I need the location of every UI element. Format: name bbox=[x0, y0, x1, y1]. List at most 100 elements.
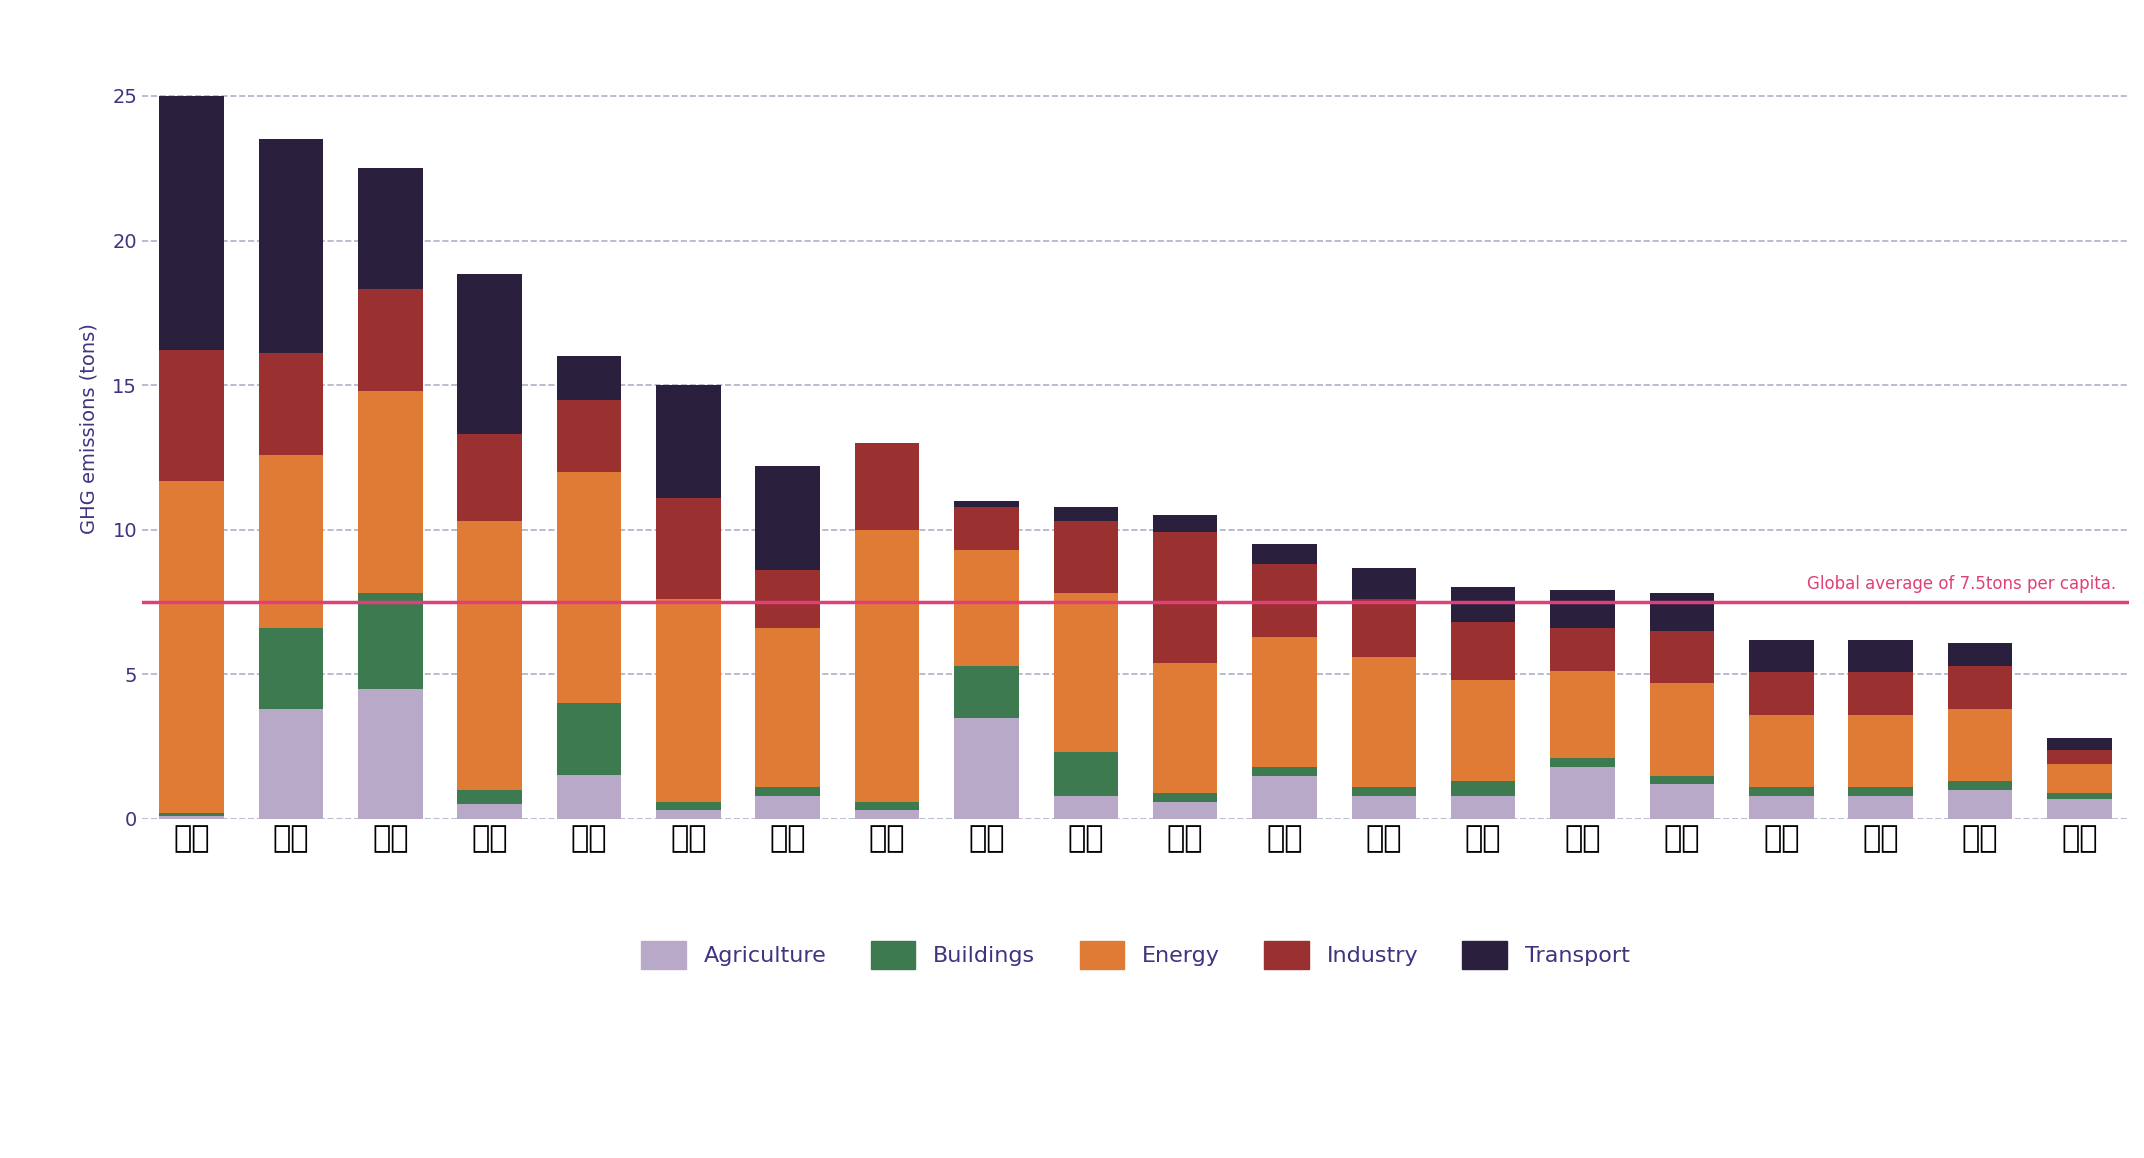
Bar bbox=[358, 593, 422, 689]
Bar bbox=[656, 498, 720, 599]
Bar bbox=[656, 801, 720, 811]
Bar bbox=[1750, 787, 1814, 796]
Bar bbox=[557, 703, 622, 776]
Y-axis label: GHG emissions (tons): GHG emissions (tons) bbox=[79, 323, 99, 534]
Bar bbox=[1451, 680, 1516, 782]
Bar bbox=[159, 816, 223, 819]
Bar bbox=[259, 353, 324, 455]
Bar bbox=[1351, 600, 1417, 658]
Bar bbox=[1550, 758, 1614, 767]
Bar bbox=[159, 96, 223, 351]
Bar bbox=[1252, 637, 1316, 767]
Bar bbox=[1947, 790, 2013, 819]
Bar bbox=[1252, 564, 1316, 637]
Bar bbox=[1649, 593, 1715, 631]
Bar bbox=[259, 139, 324, 353]
Bar bbox=[1947, 782, 2013, 790]
Bar bbox=[855, 811, 920, 819]
Bar bbox=[1947, 666, 2013, 709]
Bar bbox=[1848, 787, 1912, 796]
Bar bbox=[755, 628, 819, 787]
Bar bbox=[1848, 672, 1912, 714]
Bar bbox=[656, 386, 720, 498]
Bar bbox=[358, 689, 422, 819]
Bar bbox=[2048, 738, 2112, 749]
Bar bbox=[557, 472, 622, 703]
Bar bbox=[755, 570, 819, 628]
Bar bbox=[755, 796, 819, 819]
Bar bbox=[1750, 672, 1814, 714]
Bar bbox=[1351, 796, 1417, 819]
Bar bbox=[855, 801, 920, 811]
Bar bbox=[1053, 594, 1117, 753]
Bar bbox=[1451, 782, 1516, 796]
Text: Global average of 7.5tons per capita.: Global average of 7.5tons per capita. bbox=[1807, 576, 2116, 593]
Bar bbox=[1550, 591, 1614, 628]
Bar bbox=[1153, 515, 1218, 533]
Bar bbox=[1750, 714, 1814, 787]
Bar bbox=[1550, 628, 1614, 672]
Bar bbox=[1252, 776, 1316, 819]
Bar bbox=[1848, 796, 1912, 819]
Bar bbox=[1451, 796, 1516, 819]
Bar bbox=[1053, 753, 1117, 796]
Bar bbox=[1351, 567, 1417, 600]
Bar bbox=[1550, 672, 1614, 758]
Bar bbox=[1053, 507, 1117, 521]
Bar bbox=[855, 444, 920, 530]
Bar bbox=[1252, 767, 1316, 776]
Bar bbox=[1351, 658, 1417, 787]
Bar bbox=[1153, 801, 1218, 819]
Bar bbox=[1153, 533, 1218, 662]
Bar bbox=[2048, 793, 2112, 799]
Bar bbox=[1649, 631, 1715, 683]
Bar bbox=[1053, 521, 1117, 594]
Bar bbox=[1351, 787, 1417, 796]
Bar bbox=[1750, 796, 1814, 819]
Bar bbox=[1649, 776, 1715, 784]
Bar bbox=[1252, 544, 1316, 564]
Bar bbox=[954, 666, 1018, 718]
Bar bbox=[1153, 662, 1218, 793]
Bar bbox=[656, 811, 720, 819]
Bar bbox=[159, 481, 223, 813]
Bar bbox=[358, 290, 422, 391]
Bar bbox=[2048, 799, 2112, 819]
Bar bbox=[457, 520, 521, 790]
Bar bbox=[1947, 709, 2013, 782]
Bar bbox=[457, 805, 521, 819]
Legend: Agriculture, Buildings, Energy, Industry, Transport: Agriculture, Buildings, Energy, Industry… bbox=[630, 930, 1640, 980]
Bar bbox=[656, 599, 720, 801]
Bar bbox=[259, 628, 324, 709]
Bar bbox=[954, 506, 1018, 550]
Bar bbox=[1649, 683, 1715, 776]
Bar bbox=[954, 550, 1018, 666]
Bar bbox=[1947, 643, 2013, 666]
Bar bbox=[755, 787, 819, 796]
Bar bbox=[1451, 622, 1516, 680]
Bar bbox=[1550, 767, 1614, 819]
Bar bbox=[457, 433, 521, 520]
Bar bbox=[1451, 587, 1516, 622]
Bar bbox=[1848, 640, 1912, 672]
Bar bbox=[1053, 796, 1117, 819]
Bar bbox=[954, 718, 1018, 819]
Bar bbox=[159, 813, 223, 816]
Bar bbox=[457, 790, 521, 805]
Bar bbox=[1848, 714, 1912, 787]
Bar bbox=[259, 455, 324, 628]
Bar bbox=[159, 351, 223, 481]
Bar bbox=[2048, 764, 2112, 793]
Bar bbox=[259, 709, 324, 819]
Bar bbox=[2048, 749, 2112, 764]
Bar bbox=[557, 357, 622, 400]
Bar bbox=[557, 400, 622, 472]
Bar bbox=[1750, 640, 1814, 672]
Bar bbox=[755, 466, 819, 570]
Bar bbox=[1649, 784, 1715, 819]
Bar bbox=[358, 168, 422, 290]
Bar bbox=[557, 776, 622, 819]
Bar bbox=[855, 530, 920, 801]
Bar bbox=[358, 391, 422, 593]
Bar bbox=[1153, 793, 1218, 801]
